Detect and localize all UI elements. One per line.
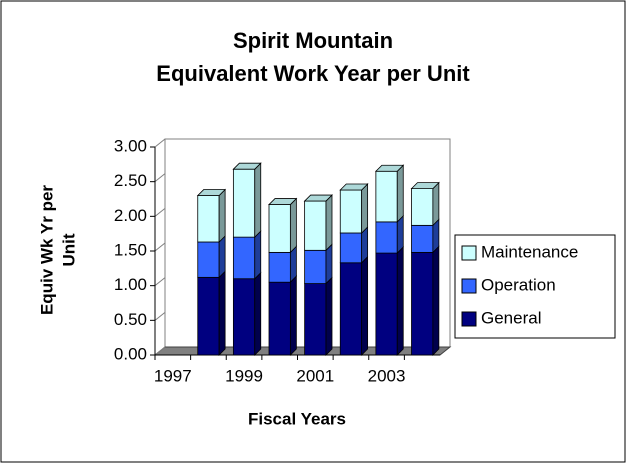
grid-line <box>154 138 166 148</box>
y-tick-label: 0.00 <box>114 344 147 363</box>
bar-segment <box>268 204 291 253</box>
bar-segment <box>411 224 434 253</box>
bar-segment <box>304 283 327 356</box>
y-tick-label: 3.00 <box>114 136 147 155</box>
bar-top <box>410 182 440 190</box>
chart-title: Spirit Mountain <box>233 28 393 53</box>
bar-segment <box>268 281 291 356</box>
bar-segment <box>375 252 398 356</box>
bar-top <box>268 198 298 205</box>
bar-side <box>218 235 226 279</box>
bar-segment <box>232 278 256 356</box>
bar-top <box>196 189 227 196</box>
bar-side <box>218 188 226 243</box>
bar-side <box>361 183 369 234</box>
x-tick-label: 2001 <box>296 366 334 385</box>
bar-segment <box>232 168 256 238</box>
bar-top <box>232 162 262 170</box>
bar-side <box>254 162 262 239</box>
legend-label: Maintenance <box>481 242 578 261</box>
legend-label: Operation <box>481 275 556 294</box>
bar-segment <box>339 189 363 234</box>
bar-side <box>325 194 333 252</box>
bar-side <box>289 275 297 356</box>
bar-side <box>432 181 440 227</box>
bar-segment <box>411 251 434 356</box>
grid-line <box>154 207 166 217</box>
legend-label: General <box>481 308 541 327</box>
legend-swatch <box>461 311 477 327</box>
bar-side <box>218 270 226 356</box>
grid-line <box>154 346 166 356</box>
x-tick-label: 1999 <box>225 366 263 385</box>
y-tick-label: 1.00 <box>114 275 147 294</box>
bar-segment <box>197 195 220 243</box>
grid-line <box>154 242 166 252</box>
bar-top <box>339 183 369 191</box>
y-tick-label: 0.50 <box>114 310 147 329</box>
grid-line <box>154 277 166 287</box>
bar-side <box>432 245 440 356</box>
bar-segment <box>232 236 256 280</box>
bar-segment <box>339 232 363 264</box>
bar-side <box>361 255 369 356</box>
x-tick-label: 2003 <box>368 366 406 385</box>
bar-side <box>396 164 404 223</box>
bar-segment <box>411 188 434 226</box>
bar-side <box>289 197 297 254</box>
legend-swatch <box>461 245 477 261</box>
bar-side <box>325 276 333 356</box>
bar-segment <box>304 200 327 251</box>
y-axis-label: Unit <box>59 233 78 266</box>
y-tick-label: 1.50 <box>114 240 147 259</box>
legend-box <box>454 234 616 339</box>
bar-segment <box>197 241 220 278</box>
bar-top <box>374 164 405 172</box>
y-tick-label: 2.00 <box>114 206 147 225</box>
legend-swatch <box>461 278 477 294</box>
chart-subtitle: Equivalent Work Year per Unit <box>156 61 470 86</box>
grid-line <box>154 173 166 183</box>
bar-side <box>254 230 262 280</box>
bar-segment <box>268 251 291 283</box>
x-tick-label: 1997 <box>154 366 192 385</box>
bar-segment <box>375 170 398 223</box>
x-axis-label: Fiscal Years <box>248 409 346 428</box>
bar-segment <box>375 221 398 254</box>
bar-side <box>325 243 333 285</box>
bar-segment <box>304 249 327 284</box>
grid-line <box>154 311 166 321</box>
bar-top <box>303 194 333 202</box>
y-tick-label: 2.50 <box>114 171 147 190</box>
bar-side <box>396 246 404 356</box>
y-axis-label: Equiv Wk Yr per <box>37 185 56 315</box>
bar-segment <box>339 262 363 356</box>
bar-segment <box>197 276 220 356</box>
bar-side <box>254 271 262 356</box>
